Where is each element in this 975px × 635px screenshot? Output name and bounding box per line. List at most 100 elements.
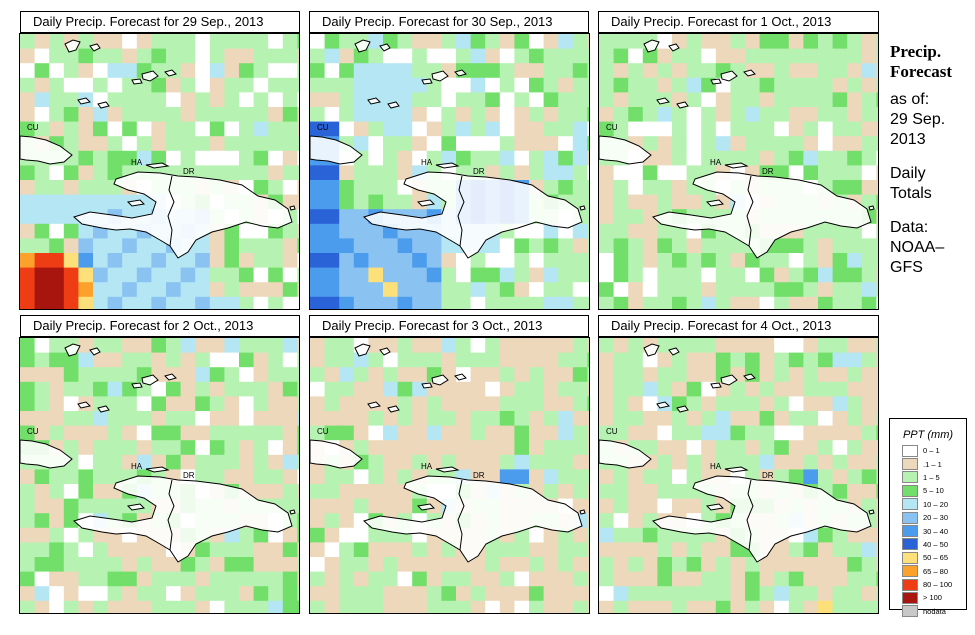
precip-cell — [282, 338, 298, 354]
label-ha: HA — [131, 158, 143, 167]
precip-cell — [847, 542, 863, 558]
precip-cell — [818, 253, 834, 269]
precip-cell — [353, 527, 369, 543]
precip-cell — [122, 425, 138, 441]
precip-cell — [832, 352, 848, 368]
precip-cell — [587, 107, 589, 123]
precip-cell — [876, 136, 878, 152]
precip-cell — [572, 165, 588, 181]
precip-cell — [297, 527, 299, 543]
precip-cell — [180, 150, 196, 166]
precip-cell — [803, 542, 819, 558]
precip-cell — [470, 338, 486, 354]
precip-cell — [803, 557, 819, 573]
precip-cell — [672, 571, 688, 587]
precip-cell — [383, 121, 399, 137]
precip-cell — [383, 63, 399, 79]
precip-cell — [136, 557, 152, 573]
precip-cell — [543, 484, 559, 500]
precip-cell — [339, 180, 355, 196]
precip-cell — [730, 381, 746, 397]
precip-cell — [672, 469, 688, 485]
precip-cell — [774, 296, 790, 309]
island-coastline — [421, 382, 433, 389]
precip-cell — [63, 48, 79, 64]
precip-cell — [832, 440, 848, 456]
precip-cell — [166, 396, 182, 412]
precip-cell — [239, 411, 255, 427]
precip-cell — [847, 238, 863, 254]
precip-cell — [122, 150, 138, 166]
precip-cell — [353, 571, 369, 587]
precip-cell — [63, 484, 79, 500]
precip-cell — [310, 267, 326, 283]
precip-cell — [861, 77, 877, 93]
precip-cell — [759, 440, 775, 456]
precip-cell — [657, 253, 673, 269]
precip-cell — [324, 542, 340, 558]
label-dr: DR — [762, 471, 774, 480]
precip-cell — [745, 381, 761, 397]
precip-cell — [818, 440, 834, 456]
precip-cell — [499, 454, 515, 470]
precip-cell — [282, 77, 298, 93]
precip-cell — [847, 338, 863, 354]
precip-cell — [63, 411, 79, 427]
precip-cell — [397, 296, 413, 309]
precip-cell — [701, 542, 717, 558]
precip-cell — [310, 469, 326, 485]
precip-cell — [324, 296, 340, 309]
precip-cell — [876, 411, 878, 427]
precip-cell — [759, 34, 775, 50]
precip-cell — [832, 469, 848, 485]
precip-cell — [297, 411, 299, 427]
precip-cell — [818, 121, 834, 137]
precip-cell — [93, 165, 109, 181]
precip-cell — [572, 48, 588, 64]
label-cu: CU — [606, 123, 618, 132]
precip-cell — [324, 209, 340, 225]
precip-cell — [876, 223, 878, 239]
legend-item: 10 – 20 — [902, 498, 966, 511]
precip-cell — [166, 586, 182, 602]
precip-cell — [93, 77, 109, 93]
precip-cell — [282, 381, 298, 397]
precip-cell — [324, 121, 340, 137]
precip-cell — [572, 223, 588, 239]
precip-cell — [847, 77, 863, 93]
precip-cell — [339, 542, 355, 558]
precip-cell — [122, 253, 138, 269]
precip-cell — [686, 253, 702, 269]
precip-cell — [310, 180, 326, 196]
precip-cell — [642, 282, 658, 298]
precip-cell — [613, 165, 629, 181]
precip-cell — [861, 600, 877, 613]
precip-cell — [34, 107, 50, 123]
legend-item: 1 – 5 — [902, 471, 966, 484]
precip-cell — [774, 34, 790, 50]
precip-cell — [441, 136, 457, 152]
precip-cell — [34, 425, 50, 441]
precip-cell — [253, 527, 269, 543]
precip-cell — [613, 296, 629, 309]
precip-cell — [803, 296, 819, 309]
precip-cell — [339, 513, 355, 529]
legend-label: nodata — [923, 606, 946, 616]
precip-cell — [774, 396, 790, 412]
precip-cell — [456, 411, 472, 427]
precip-cell — [701, 63, 717, 79]
precip-cell — [93, 352, 109, 368]
precip-cell — [107, 121, 123, 137]
precip-cell — [470, 352, 486, 368]
precip-cell — [195, 150, 211, 166]
precip-cell — [818, 338, 834, 354]
precip-cell — [730, 338, 746, 354]
precip-cell — [529, 454, 545, 470]
precip-cell — [730, 411, 746, 427]
precip-cell — [310, 498, 326, 514]
precip-cell — [209, 34, 225, 50]
precip-cell — [34, 77, 50, 93]
haiti-dr-border — [746, 175, 754, 247]
precip-cell — [107, 107, 123, 123]
precip-cell — [426, 48, 442, 64]
